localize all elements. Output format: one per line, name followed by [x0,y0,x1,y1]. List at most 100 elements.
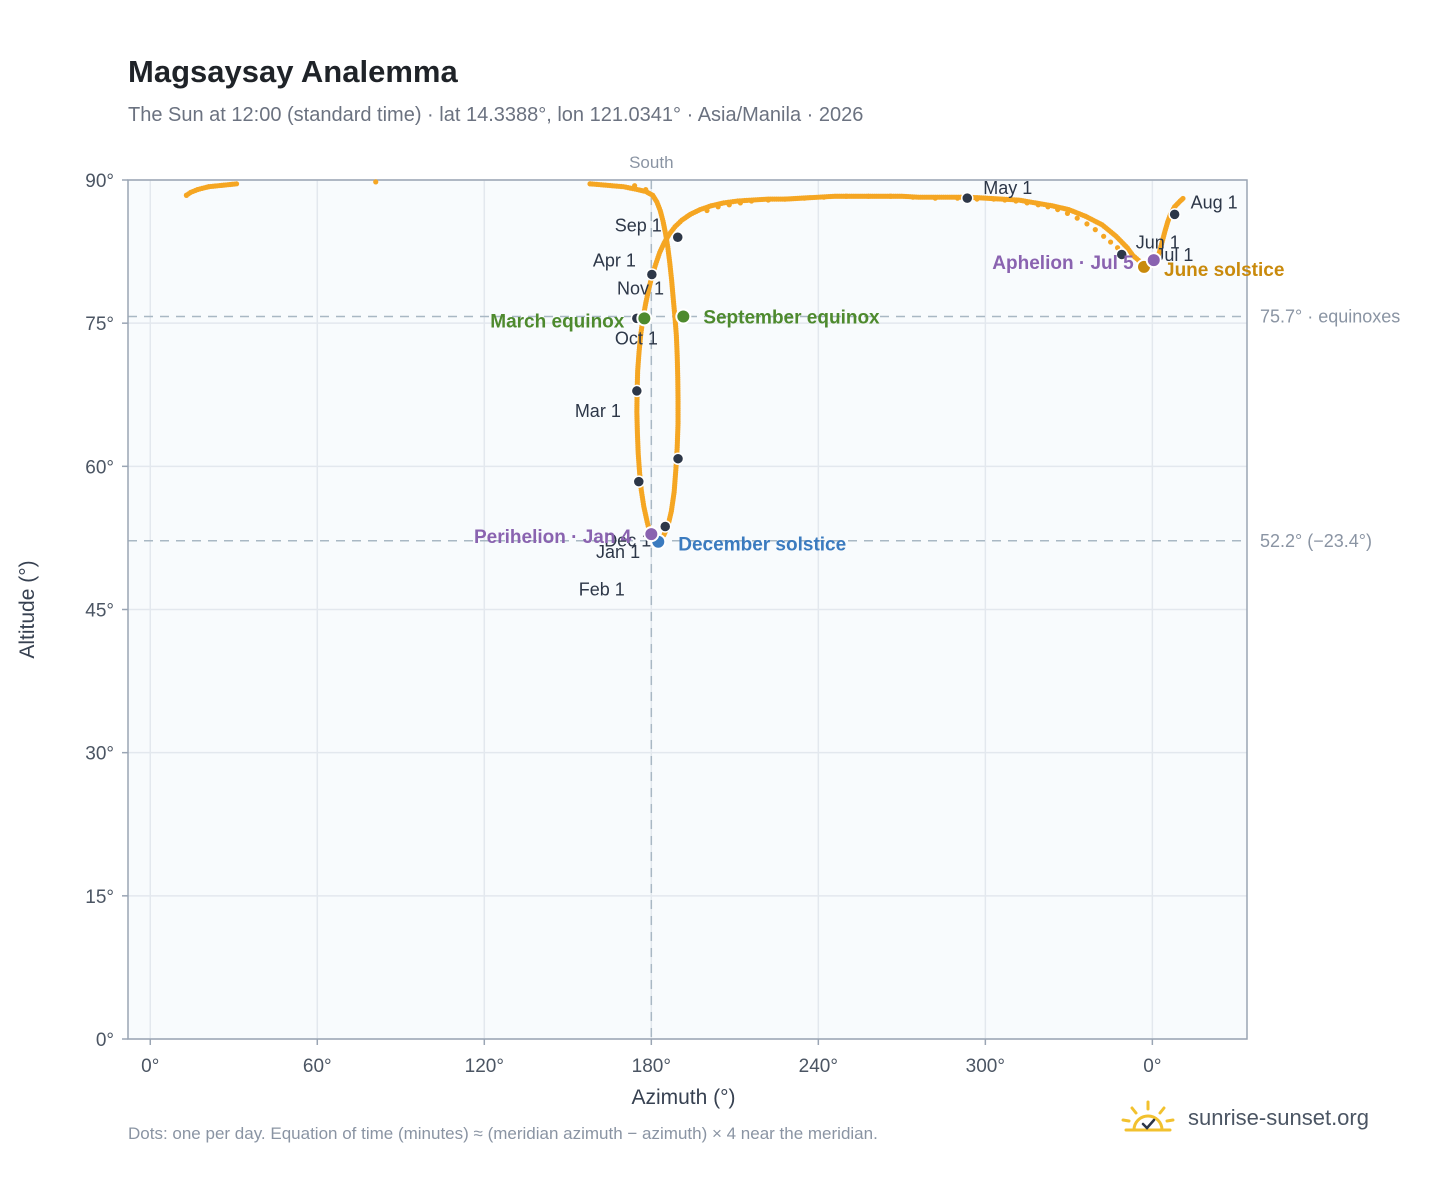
x-tick-label: 180° [632,1056,671,1077]
sun-logo-icon [1121,1100,1175,1132]
month-label: Jan 1 [596,542,640,562]
day-dot [974,196,980,202]
x-tick-label: 300° [966,1056,1005,1077]
x-axis-label: Azimuth (°) [631,1086,735,1109]
y-axis-label: Altitude (°) [16,560,39,658]
month-label: Feb 1 [579,580,625,600]
day-dot [765,197,771,203]
month-label: Jun 1 [1136,232,1180,252]
x-tick-label: 240° [799,1056,838,1077]
x-tick-label: 120° [465,1056,504,1077]
day-dot [1045,204,1051,210]
month-label: Mar 1 [575,401,621,421]
day-dot [632,183,638,189]
day-dot [737,200,743,206]
y-tick-label: 75° [85,314,114,335]
month-marker [1168,208,1181,221]
x-tick-label: 0° [1143,1056,1161,1077]
month-label: Sep 1 [615,215,662,235]
day-dot [1055,206,1061,213]
reference-line-label: 75.7° · equinoxes [1260,306,1400,326]
day-dot [194,186,201,193]
chart-title: Magsaysay Analemma [128,54,458,89]
month-label: Apr 1 [593,250,636,270]
brand-name: sunrise-sunset.org [1188,1105,1369,1130]
day-dot [865,193,872,199]
meridian-line: South [629,153,674,1039]
day-dot [1002,197,1008,203]
event-label: June solstice [1164,260,1284,281]
event-label: March equinox [490,311,625,332]
month-label: Nov 1 [617,279,664,299]
event-marker [1145,252,1162,269]
day-dot [1024,200,1030,206]
x-tick-label: 60° [303,1056,332,1077]
day-dot [843,193,849,199]
day-dot [954,195,961,201]
event-marker [643,526,660,543]
day-dot [748,198,755,204]
day-dot [206,184,212,190]
day-dot [373,179,379,185]
day-dot [1108,239,1114,245]
footnote: Dots: one per day. Equation of time (min… [128,1124,878,1143]
day-dot [1064,210,1071,217]
month-marker [1115,248,1128,261]
day-dot [233,181,240,187]
meridian-label: South [629,153,673,172]
day-dot [821,194,827,200]
day-dot [704,207,710,214]
event-label: Aphelion · Jul 5 [992,253,1134,274]
day-dot [801,195,808,201]
event-marker [636,310,653,327]
day-dot [782,196,788,202]
day-dot [1013,198,1019,204]
day-dot [991,196,997,202]
day-dot [1101,233,1107,239]
month-label: Aug 1 [1191,192,1238,212]
event-label: Perihelion · Jan 4 [474,527,632,548]
y-tick-label: 30° [85,744,114,765]
reference-lines: 75.7° · equinoxes 52.2° (−23.4°) [128,306,1400,551]
month-marker [671,452,685,465]
month-label: Oct 1 [615,328,658,348]
month-marker [632,475,646,488]
day-dot [1035,202,1041,208]
y-tick-label: 15° [85,887,114,908]
y-tick-label: 90° [85,171,114,192]
day-dot [715,204,721,210]
day-dot [1074,215,1080,221]
month-marker [645,268,659,281]
day-dot [183,192,190,198]
day-dot [1092,227,1098,233]
day-dot [587,181,593,187]
month-label: May 1 [983,178,1032,198]
y-tick-label: 0° [96,1030,114,1051]
x-tick-label: 0° [141,1056,159,1077]
chart-subtitle: The Sun at 12:00 (standard time) · lat 1… [128,104,864,126]
month-label: Jul 1 [1155,245,1193,265]
y-tick-label: 45° [85,601,114,622]
day-dot [1084,221,1090,227]
day-dot [910,194,916,200]
month-marker [630,384,644,398]
grid-lines [128,179,1247,1040]
day-dot [888,193,894,199]
day-dot [643,186,649,193]
event-markers: March equinox September equinox June solst… [474,252,1284,556]
day-dot [1180,195,1186,202]
day-dot [726,202,732,208]
event-label: September equinox [703,307,880,328]
y-tick-label: 60° [85,457,114,478]
month-marker [671,231,685,244]
reference-line-label: 52.2° (−23.4°) [1260,531,1372,551]
month-marker [961,191,974,205]
brand-logo[interactable]: sunrise-sunset.org [1120,1100,1369,1136]
axes: 0° 60° 120° 180° 240° 300° 0° 0° 15° 30° 45° 60° 75°… [16,171,1161,1109]
event-marker [675,308,692,325]
month-marker [658,520,672,533]
month-label: Dec 1 [604,530,651,550]
event-label: December solstice [678,535,846,556]
